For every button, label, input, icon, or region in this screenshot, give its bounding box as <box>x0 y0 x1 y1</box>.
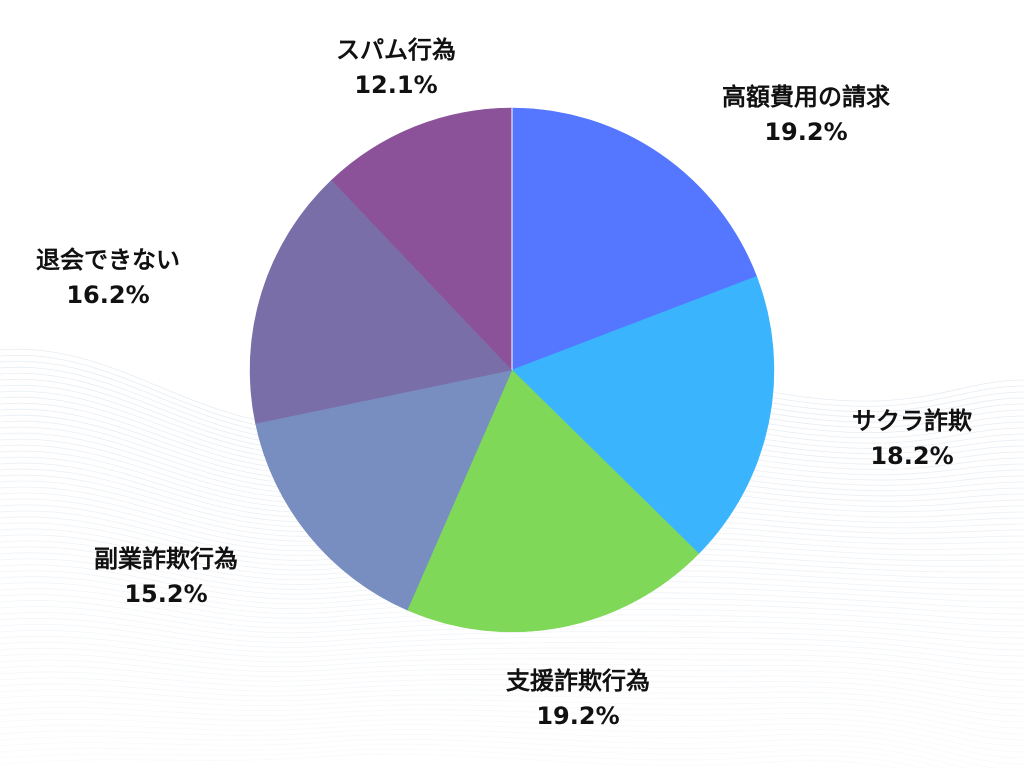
pie-slice-support-fraud <box>406 369 700 633</box>
slice-label-side-job-fraud: 副業詐欺行為 15.2% <box>94 542 238 612</box>
slice-label-high-fee-billing: 高額費用の請求 19.2% <box>722 80 890 150</box>
pie-slice-sakura-fraud <box>511 276 775 555</box>
pie-slice-side-job-fraud <box>255 369 513 611</box>
slice-label-percent: 18.2% <box>870 441 954 470</box>
slice-label-percent: 19.2% <box>536 701 620 730</box>
slice-label-name: 退会できない <box>36 246 180 274</box>
pie-slice-cannot-unsubscribe <box>249 179 513 424</box>
slice-label-percent: 15.2% <box>124 579 208 608</box>
slice-label-support-fraud: 支援詐欺行為 19.2% <box>506 664 650 734</box>
slice-label-sakura-fraud: サクラ詐欺 18.2% <box>852 404 972 474</box>
slice-label-cannot-unsubscribe: 退会できない 16.2% <box>36 243 180 313</box>
slice-label-percent: 12.1% <box>354 70 438 99</box>
slice-label-name: スパム行為 <box>336 36 456 64</box>
slice-label-percent: 16.2% <box>66 280 150 309</box>
slice-label-name: 副業詐欺行為 <box>94 545 238 573</box>
slice-label-spam: スパム行為 12.1% <box>336 33 456 103</box>
slice-label-name: 高額費用の請求 <box>722 83 890 111</box>
slice-label-name: サクラ詐欺 <box>852 407 972 435</box>
slice-label-percent: 19.2% <box>764 117 848 146</box>
pie-slice-high-fee-billing <box>511 107 758 371</box>
pie-slice-spam <box>331 107 513 371</box>
slice-label-name: 支援詐欺行為 <box>506 667 650 695</box>
